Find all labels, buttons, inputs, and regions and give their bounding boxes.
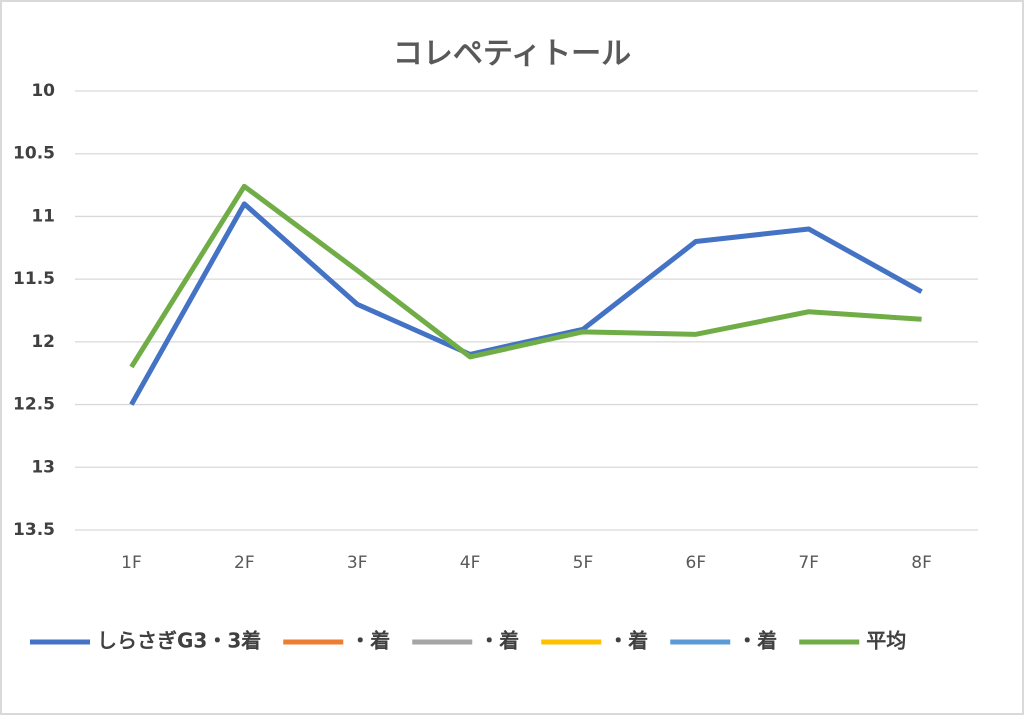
y-tick-label: 11.5	[13, 269, 55, 289]
y-tick-label: 13.5	[13, 520, 55, 540]
x-tick-label: 1F	[121, 553, 142, 573]
legend-label: ・着	[737, 629, 777, 653]
legend-label: ・着	[608, 629, 648, 653]
legend-label: ・着	[479, 629, 519, 653]
y-tick-label: 11	[31, 206, 55, 226]
x-tick-label: 2F	[234, 553, 255, 573]
x-tick-label: 3F	[347, 553, 368, 573]
y-tick-label: 10	[31, 81, 55, 101]
y-tick-label: 10.5	[13, 144, 55, 164]
legend-label: 平均	[866, 629, 906, 653]
x-tick-label: 6F	[686, 553, 707, 573]
x-tick-label: 8F	[911, 553, 932, 573]
y-tick-label: 12	[31, 332, 55, 352]
x-tick-label: 4F	[460, 553, 481, 573]
x-tick-label: 7F	[798, 553, 819, 573]
y-tick-label: 12.5	[13, 395, 55, 415]
chart-title: コレペティトール	[393, 37, 631, 72]
legend-label: しらさぎG3・3着	[97, 629, 261, 653]
x-tick-label: 5F	[573, 553, 594, 573]
series-line	[129, 183, 922, 369]
legend-label: ・着	[350, 629, 390, 653]
y-tick-label: 13	[31, 457, 55, 477]
